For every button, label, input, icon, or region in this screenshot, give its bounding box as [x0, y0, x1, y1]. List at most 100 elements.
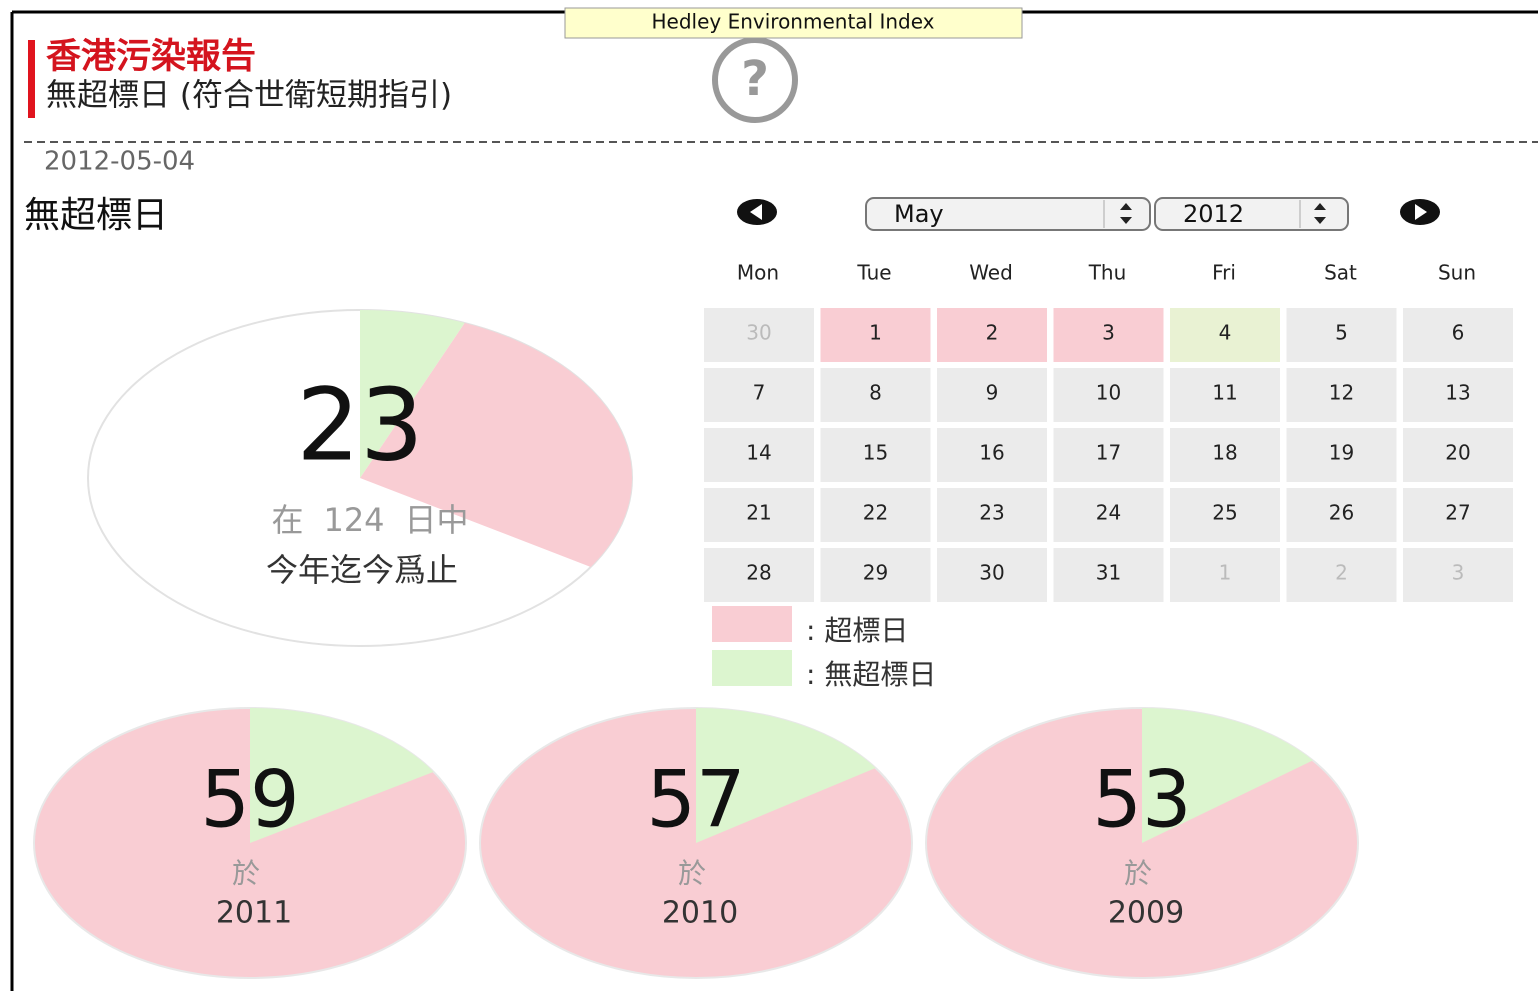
day-number: 14: [746, 441, 771, 465]
subtitle: 無超標日 (符合世衛短期指引): [46, 78, 452, 114]
day-number: 1: [869, 321, 882, 345]
day-cell: [704, 488, 814, 542]
weekday: Fri: [1212, 261, 1236, 285]
caption: 今年迄今爲止: [266, 551, 458, 589]
day-cell: [1286, 308, 1397, 362]
day-cell: [937, 368, 1047, 422]
day-cell: [1170, 548, 1280, 602]
day-cell: [1170, 488, 1280, 542]
day-number: 26: [1329, 501, 1354, 525]
history-prefix: 於: [678, 857, 706, 890]
weekday: Sun: [1438, 261, 1476, 285]
ok-days-count: 23: [296, 366, 423, 483]
day-number: 3: [1102, 321, 1115, 345]
day-cell: [1403, 308, 1513, 362]
day-number: 22: [863, 501, 888, 525]
day-cell: [1170, 308, 1280, 362]
history-count: 53: [1092, 755, 1191, 845]
day-number: 11: [1212, 381, 1237, 405]
day-cell: [704, 428, 814, 482]
weekday: Mon: [737, 261, 779, 285]
legend-swatch: [712, 650, 792, 686]
day-number: 18: [1212, 441, 1237, 465]
weekday: Thu: [1088, 261, 1127, 285]
day-cell: [1286, 548, 1397, 602]
day-number: 6: [1452, 321, 1465, 345]
day-number: 5: [1335, 321, 1348, 345]
prev-month[interactable]: [737, 199, 777, 225]
day-number: 3: [1452, 561, 1465, 585]
day-number: 17: [1096, 441, 1121, 465]
year-select[interactable]: 2012: [1154, 197, 1349, 231]
history-count: 57: [646, 755, 745, 845]
month-select[interactable]: May: [865, 197, 1151, 231]
day-cell: [820, 428, 931, 482]
day-cell: [704, 548, 814, 602]
title-bar: [28, 40, 35, 118]
day-number: 23: [979, 501, 1004, 525]
title: 香港污染報告: [46, 37, 256, 77]
day-number: 7: [753, 381, 766, 405]
history-year: 2011: [216, 896, 292, 931]
day-number: 13: [1445, 381, 1470, 405]
day-number: 8: [869, 381, 882, 405]
day-cell: [820, 308, 931, 362]
day-cell: [1286, 488, 1397, 542]
day-cell: [937, 428, 1047, 482]
day-cell: [1053, 548, 1164, 602]
day-cell: [1053, 368, 1164, 422]
days-total-total: 124: [323, 501, 384, 539]
pie-exceed-slice: [360, 322, 632, 567]
history-ok-slice: [696, 708, 876, 843]
help-icon[interactable]: ?: [712, 37, 798, 123]
day-number: 12: [1329, 381, 1354, 405]
day-number: 20: [1445, 441, 1470, 465]
day-cell: [820, 488, 931, 542]
heading: 無超標日: [24, 195, 168, 236]
tooltip: Hedley Environmental Index: [564, 7, 1023, 39]
day-cell: [1170, 368, 1280, 422]
day-number: 31: [1096, 561, 1121, 585]
day-number: 9: [986, 381, 999, 405]
day-cell: [820, 548, 931, 602]
history-prefix: 於: [232, 857, 260, 890]
day-cell: [1286, 368, 1397, 422]
year: 2012: [1183, 200, 1244, 228]
pie-ok-slice: [360, 310, 465, 478]
legend-label: : 超標日: [806, 614, 908, 647]
day-number: 24: [1096, 501, 1121, 525]
day-number: 15: [863, 441, 888, 465]
day-cell: [1170, 428, 1280, 482]
tooltip-text: Hedley Environmental Index: [651, 10, 934, 34]
day-number: 16: [979, 441, 1004, 465]
next-month[interactable]: [1400, 199, 1440, 225]
day-cell: [704, 368, 814, 422]
weekday: Wed: [969, 261, 1013, 285]
day-cell: [1403, 368, 1513, 422]
day-number: 4: [1219, 321, 1232, 345]
day-number: 25: [1212, 501, 1237, 525]
day-number: 30: [746, 321, 771, 345]
days-total-line: 在 124 日中: [271, 501, 468, 539]
days-total-prefix: 在: [271, 501, 303, 539]
day-number: 19: [1329, 441, 1354, 465]
day-cell: [937, 488, 1047, 542]
date: 2012-05-04: [44, 147, 195, 177]
day-number: 29: [863, 561, 888, 585]
history-year: 2010: [662, 896, 738, 931]
day-cell: [820, 368, 931, 422]
day-cell: [937, 548, 1047, 602]
weekday: Sat: [1324, 261, 1357, 285]
history-year: 2009: [1108, 896, 1184, 931]
svg-text:?: ?: [741, 51, 769, 107]
days-total-unit: 日中: [405, 501, 469, 539]
day-cell: [1053, 428, 1164, 482]
day-cell: [1286, 428, 1397, 482]
legend-swatch: [712, 606, 792, 642]
history-count: 59: [200, 755, 299, 845]
day-cell: [704, 308, 814, 362]
legend-label: : 無超標日: [806, 658, 936, 691]
day-cell: [1403, 428, 1513, 482]
day-number: 21: [746, 501, 771, 525]
